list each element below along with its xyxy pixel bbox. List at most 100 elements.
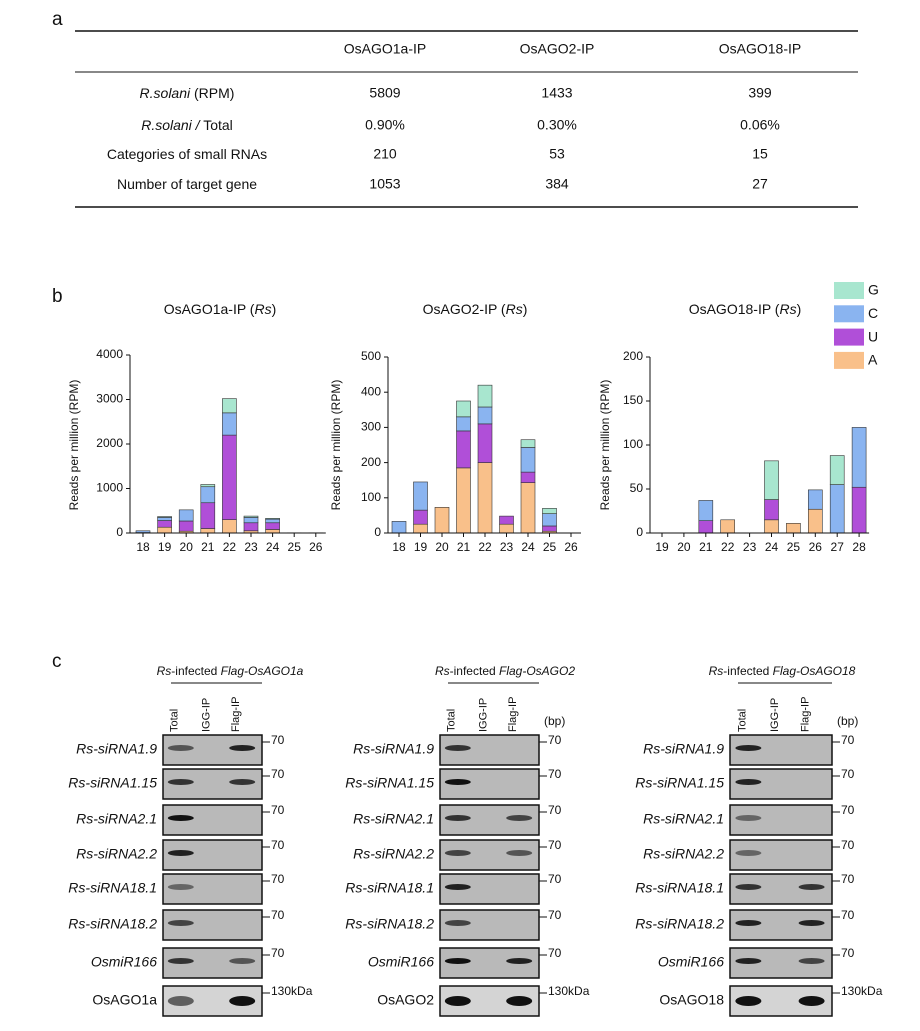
- marker-label: 70: [841, 872, 855, 886]
- marker-label: 70: [841, 733, 855, 747]
- x-tick-label: 26: [809, 540, 823, 554]
- y-tick-label: 0: [374, 525, 381, 539]
- band: [229, 996, 256, 1006]
- bar-segment: [477, 462, 493, 534]
- band: [735, 779, 762, 785]
- x-tick-label: 20: [677, 540, 691, 554]
- chart-title: OsAGO1a-IP (Rs): [164, 301, 277, 317]
- row-label: Rs-siRNA2.1: [353, 811, 434, 827]
- marker-label: 70: [548, 733, 562, 747]
- marker-label: 70: [271, 872, 285, 886]
- x-tick-label: 24: [521, 540, 535, 554]
- table-cell: 15: [752, 146, 768, 162]
- legend-label: C: [868, 305, 878, 321]
- row-label: Rs-siRNA18.2: [68, 916, 157, 932]
- legend-swatch: [834, 282, 864, 299]
- text-part: Number of target gene: [117, 176, 257, 192]
- bar-segment: [698, 520, 714, 534]
- x-tick-label: 18: [392, 540, 406, 554]
- bar-segment: [391, 521, 407, 534]
- bar-segment: [222, 519, 237, 534]
- text-part: -infected: [723, 664, 772, 678]
- y-tick-label: 50: [630, 481, 644, 495]
- x-tick-label: 26: [564, 540, 578, 554]
- marker-label: 70: [841, 803, 855, 817]
- x-tick-label: 27: [831, 540, 845, 554]
- marker-label: 70: [841, 767, 855, 781]
- x-tick-label: 22: [223, 540, 237, 554]
- row-label: OsAGO18: [659, 992, 724, 1008]
- table-cell: 27: [752, 176, 768, 192]
- band: [444, 884, 471, 890]
- y-tick-label: 0: [636, 525, 643, 539]
- lane-label: Flag-IP: [230, 697, 242, 732]
- marker-label: 70: [271, 908, 285, 922]
- bar-segment: [243, 522, 259, 532]
- band: [444, 920, 471, 926]
- bar-segment: [157, 520, 172, 528]
- marker-label: 70: [841, 838, 855, 852]
- x-tick-label: 23: [244, 540, 258, 554]
- bar-segment: [720, 519, 736, 534]
- bar-segment: [413, 509, 428, 525]
- legend-swatch: [834, 328, 864, 346]
- text-part: -infected: [450, 664, 499, 678]
- x-tick-label: 21: [457, 540, 471, 554]
- legend-swatch: [834, 351, 864, 369]
- row-label: R.solani (RPM): [140, 85, 235, 101]
- marker-label: 70: [548, 946, 562, 960]
- gel-title: Rs-infected Flag-OsAGO2: [435, 664, 575, 678]
- row-label: Rs-siRNA2.2: [643, 846, 724, 862]
- bar-segment: [520, 439, 536, 448]
- row-label: Rs-siRNA1.15: [635, 775, 724, 791]
- y-tick-label: 1000: [96, 481, 123, 495]
- band: [229, 779, 256, 785]
- bar-segment: [829, 484, 845, 534]
- text-part: Flag-OsAGO1a: [221, 664, 304, 678]
- text-part: ): [272, 301, 277, 317]
- row-label: Rs-siRNA2.1: [643, 811, 724, 827]
- x-tick-label: 19: [158, 540, 172, 554]
- row-label: Rs-siRNA18.1: [68, 880, 157, 896]
- bar-segment: [413, 481, 428, 511]
- bar-segment: [243, 515, 259, 518]
- row-label: Rs-siRNA18.1: [635, 880, 724, 896]
- text-part: Rs: [435, 664, 450, 678]
- text-part: R.solani: [140, 85, 191, 101]
- table-cell: 53: [549, 146, 565, 162]
- band: [167, 745, 194, 751]
- x-tick-label: 19: [414, 540, 428, 554]
- bar-segment: [499, 515, 514, 525]
- bar-segment: [499, 523, 514, 534]
- bar-segment: [200, 486, 216, 504]
- band: [798, 996, 825, 1006]
- band: [167, 850, 194, 856]
- chart-title: OsAGO2-IP (Rs): [423, 301, 528, 317]
- band: [167, 884, 194, 890]
- text-part: OsAGO1a-IP (: [164, 301, 255, 317]
- bar-segment: [265, 518, 280, 520]
- text-part: Flag-OsAGO2: [499, 664, 575, 678]
- x-tick-label: 23: [500, 540, 514, 554]
- bar-segment: [520, 482, 536, 534]
- bar-segment: [477, 423, 493, 463]
- gel-title: Rs-infected Flag-OsAGO1a: [157, 664, 304, 678]
- y-tick-label: 200: [361, 455, 381, 469]
- bar-segment: [851, 427, 867, 488]
- bar-segment: [434, 507, 450, 534]
- panel-label: c: [52, 651, 62, 672]
- gel: [439, 768, 540, 800]
- column-header: OsAGO1a-IP: [344, 41, 426, 57]
- bar-segment: [265, 529, 280, 534]
- chart-title: OsAGO18-IP (Rs): [689, 301, 802, 317]
- band: [735, 920, 762, 926]
- bar-segment: [477, 384, 493, 408]
- legend-swatch: [834, 305, 864, 323]
- marker-label: 70: [271, 946, 285, 960]
- bar-segment: [456, 416, 471, 432]
- y-tick-label: 100: [623, 437, 643, 451]
- lane-label: IGG-IP: [200, 698, 212, 732]
- row-label: Categories of small RNAs: [107, 146, 267, 162]
- marker-label: 70: [841, 946, 855, 960]
